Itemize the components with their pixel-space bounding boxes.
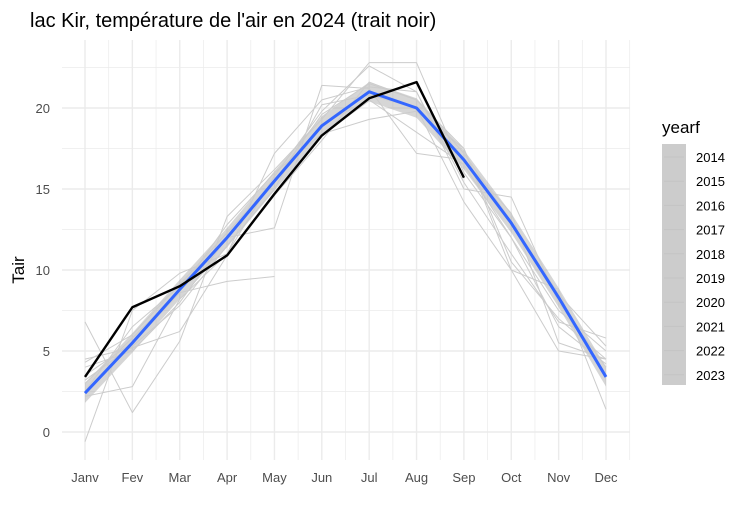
- x-tick-label: Apr: [217, 470, 238, 485]
- series-lines: [83, 62, 608, 442]
- x-tick-labels: Janv Fev Mar Apr May Jun Jul Aug Sep Oct Nov Dec: [71, 470, 618, 485]
- y-tick-label: 5: [43, 344, 50, 359]
- legend-label: 2014: [696, 150, 725, 165]
- x-tick-label: Dec: [594, 470, 618, 485]
- series-line-2018: [84, 62, 607, 414]
- y-tick-label: 20: [36, 101, 50, 116]
- legend-label: 2020: [696, 295, 725, 310]
- series-line-2017: [84, 86, 607, 442]
- legend-label: 2023: [696, 368, 725, 383]
- y-tick-label: 15: [36, 182, 50, 197]
- legend-label: 2019: [696, 271, 725, 286]
- series-line-smooth: [83, 90, 608, 395]
- legend-label: 2017: [696, 223, 725, 238]
- x-tick-label: Oct: [501, 470, 522, 485]
- x-tick-label: May: [262, 470, 287, 485]
- series-line-2016: [84, 81, 607, 360]
- legend-title: yearf: [662, 118, 700, 137]
- y-tick-label: 0: [43, 425, 50, 440]
- series-line-2021: [84, 275, 275, 376]
- chart-title: lac Kir, température de l'air en 2024 (t…: [30, 10, 436, 32]
- x-tick-label: Mar: [169, 470, 192, 485]
- legend-label: 2021: [696, 319, 725, 334]
- x-tick-label: Sep: [452, 470, 475, 485]
- legend-label: 2016: [696, 198, 725, 213]
- legend-label: 2015: [696, 174, 725, 189]
- legend-label: 2022: [696, 344, 725, 359]
- y-tick-labels: 0 5 10 15 20: [36, 101, 50, 440]
- grid: [62, 40, 631, 460]
- x-tick-label: Jun: [311, 470, 332, 485]
- x-tick-label: Jul: [361, 470, 378, 485]
- y-axis-title: Tair: [9, 256, 28, 284]
- series-line-2022: [84, 94, 607, 381]
- x-tick-label: Nov: [547, 470, 571, 485]
- series-line-2024: [84, 80, 465, 378]
- x-tick-label: Fev: [122, 470, 144, 485]
- x-tick-label: Janv: [71, 470, 99, 485]
- series-line-2015: [84, 65, 607, 397]
- series-line-2023: [84, 99, 607, 368]
- legend-key-band: [662, 144, 686, 385]
- x-tick-label: Aug: [405, 470, 428, 485]
- legend: 2014 2015 2016 2017 2018 2019 2020 2021 2022 2023: [662, 144, 725, 385]
- y-tick-label: 10: [36, 263, 50, 278]
- legend-label: 2018: [696, 247, 725, 262]
